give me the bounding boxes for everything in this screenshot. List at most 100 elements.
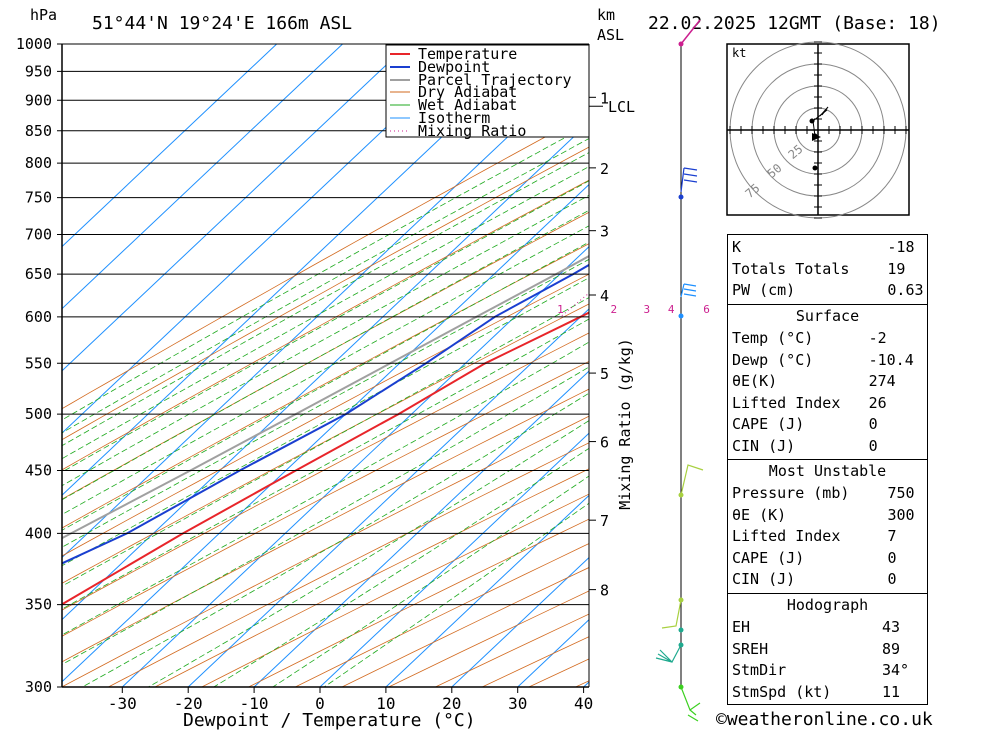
isotherm-line — [319, 432, 589, 687]
datetime-title: 22.02.2025 12GMT (Base: 18) — [648, 13, 941, 34]
wet-adiabat-line — [82, 392, 589, 687]
index-table-mu: Pressure (mb) 750 θE (K) 300 Lifted Index 7… — [728, 483, 927, 591]
x-tick-label: 10 — [376, 694, 395, 713]
mixing-ratio-label: 4 — [668, 303, 675, 316]
legend-label-parcel: Parcel Trajectory — [418, 71, 572, 89]
wind-dot-850 — [678, 597, 684, 603]
wind-dot-300 — [678, 41, 684, 47]
km-tick-label: 4 — [600, 287, 609, 305]
dry-adiabat-line — [154, 468, 589, 687]
legend: Temperature Dewpoint Parcel Trajectory D… — [385, 44, 590, 140]
isotherm-line — [62, 59, 589, 559]
y-unit-label: hPa — [30, 6, 57, 24]
x-axis-title: Dewpoint / Temperature (°C) — [183, 710, 476, 731]
mu-row-pressure: Pressure (mb) 750 — [732, 484, 915, 502]
km-tick-label: 8 — [600, 582, 609, 600]
hodograph: kt 25 50 75 — [726, 41, 910, 219]
legend-label-isotherm: Isotherm — [418, 109, 490, 127]
pressure-tick-label: 750 — [25, 189, 52, 207]
km-unit-label: km — [597, 6, 615, 24]
index-row-totals: Totals Totals 19 — [732, 259, 906, 278]
axes: 3003504004505005506006507007508008509009… — [16, 35, 635, 713]
wet-adiabat-line — [62, 138, 589, 434]
hodo-point-3 — [812, 165, 818, 171]
dry-adiabat-line — [62, 303, 589, 584]
pressure-tick-label: 850 — [25, 122, 52, 140]
pressure-tick-label: 1000 — [16, 35, 52, 53]
pressure-tick-label: 650 — [25, 265, 52, 283]
location-title: 51°44'N 19°24'E 166m ASL — [92, 13, 352, 34]
surface-row-temp: Temp (°C) -2 — [732, 329, 887, 347]
wind-barb-700 — [680, 464, 704, 496]
pressure-tick-label: 500 — [25, 405, 52, 423]
pressure-tick-label: 700 — [25, 225, 52, 243]
wind-dot-400 — [678, 194, 684, 200]
wet-adiabat-line — [62, 318, 589, 610]
wind-barb-925 — [655, 644, 682, 663]
wet-adiabat-line — [148, 420, 589, 687]
km-tick-label: 1 — [600, 89, 609, 107]
index-table-top: K -18 Totals Totals 19 PW (cm) 0.63 — [728, 237, 928, 302]
legend-label-temperature: Temperature — [418, 45, 517, 63]
x-tick-label: 20 — [442, 694, 461, 713]
mu-row-thetae: θE (K) 300 — [732, 505, 915, 524]
surface-row-cin: CIN (J) 0 — [732, 436, 878, 455]
mixing-ratio-label: 2 — [611, 303, 618, 316]
legend-label-mixing-ratio: Mixing Ratio — [418, 122, 526, 140]
wet-adiabat-line — [62, 366, 589, 665]
index-row-pw: PW (cm) 0.63 — [732, 281, 924, 299]
pressure-tick-label: 400 — [25, 524, 52, 542]
isotherm-line — [385, 494, 589, 687]
pressure-tick-label: 300 — [25, 678, 52, 696]
mixing-ratio-label: 3 — [644, 303, 651, 316]
isotherm-line — [451, 556, 589, 687]
wind-dot-700 — [678, 492, 684, 498]
km-tick-label: 3 — [600, 223, 609, 241]
legend-label-dry-adiabat: Dry Adiabat — [418, 83, 517, 101]
surface-row-li: Lifted Index 26 — [732, 393, 887, 412]
mu-row-li: Lifted Index 7 — [732, 527, 897, 545]
temperature-line — [62, 311, 589, 606]
x-tick-label: 40 — [574, 694, 593, 713]
isotherm-line — [62, 183, 589, 683]
storm-motion-marker — [812, 133, 821, 141]
wind-barb-850 — [661, 599, 682, 629]
legend-label-dewpoint: Dewpoint — [418, 58, 490, 76]
hodo-row-eh: EH 43 — [732, 618, 901, 636]
isotherm-line — [62, 121, 589, 621]
wind-profile — [655, 19, 704, 722]
isotherm-line — [187, 308, 589, 687]
surface-row-dewp: Dewp (°C) -10.4 — [732, 350, 914, 369]
dry-adiabat-line — [108, 442, 589, 687]
hodo-section-title: Hodograph — [786, 596, 869, 614]
km-tick-label: 6 — [600, 434, 609, 452]
pressure-tick-label: 450 — [25, 461, 52, 479]
wind-barb-400 — [680, 167, 698, 193]
index-panel: K -18 Totals Totals 19 PW (cm) 0.63 Surface… — [727, 234, 928, 705]
hodo-unit: kt — [732, 46, 746, 60]
mu-row-cape: CAPE (J) 0 — [732, 548, 897, 567]
dry-adiabat-line — [201, 493, 589, 687]
hodo-point-1 — [809, 118, 815, 124]
hodo-row-stmdir: StmDir 34° — [732, 661, 910, 679]
isotherm-line — [62, 44, 278, 248]
x-tick-label: 0 — [315, 694, 325, 713]
wet-adiabat-line — [62, 341, 589, 636]
wind-dot-900 — [678, 627, 684, 633]
mixing-ratio-label: 1 — [557, 303, 564, 316]
surface-section-title: Surface — [795, 307, 860, 325]
mixing-ratio-axis-title: Mixing Ratio (g/kg) — [616, 338, 634, 510]
dry-adiabat-line — [62, 273, 589, 557]
x-tick-label: 30 — [508, 694, 527, 713]
pressure-tick-label: 550 — [25, 354, 52, 372]
hodo-row-sreh: SREH 89 — [732, 639, 901, 658]
index-table-hodo: EH 43 SREH 89 StmDir 34° StmSpd (kt) 11 — [728, 617, 927, 703]
isotherm-line — [253, 370, 589, 687]
wet-adiabat-line — [62, 152, 589, 447]
index-table-surface: Temp (°C) -2 Dewp (°C) -10.4 θE(K) 274 Lift… — [728, 328, 927, 457]
x-tick-label: -30 — [108, 694, 137, 713]
isotherm-line — [62, 44, 475, 434]
km-tick-label: 5 — [600, 365, 609, 383]
lcl-label: LCL — [608, 98, 635, 116]
dry-adiabat-line — [62, 332, 589, 611]
